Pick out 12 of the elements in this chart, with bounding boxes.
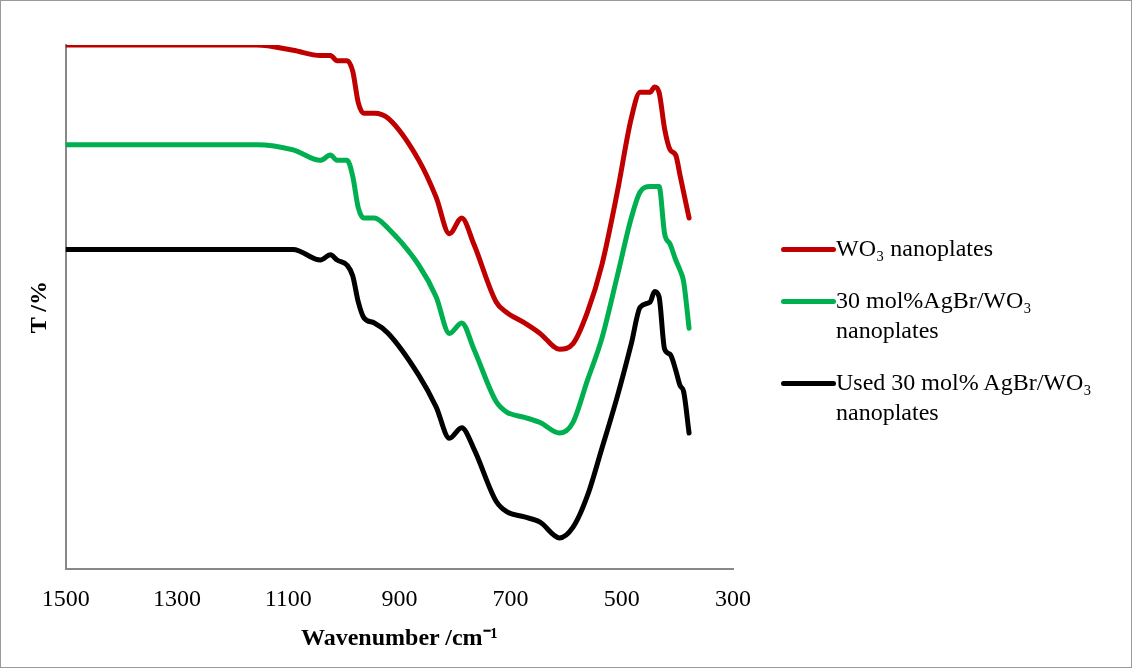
x-tick-label: 1100 — [264, 585, 312, 612]
legend-label: 30 mol%AgBr/WO₃ nanoplates — [836, 286, 1033, 345]
x-tick-label: 900 — [381, 585, 418, 612]
x-tick-label: 300 — [715, 585, 751, 612]
legend-label: Used 30 mol% AgBr/WO₃ nanoplates — [836, 368, 1093, 427]
legend-label: WO₃ nanoplates — [836, 234, 993, 263]
x-tick-label: 1300 — [153, 585, 201, 612]
x-tick-label: 700 — [492, 585, 529, 612]
y-axis-title: T /% — [24, 281, 51, 334]
x-tick-label: 1500 — [41, 585, 90, 612]
x-tick-label: 500 — [603, 585, 640, 612]
x-axis-title: Wavenumber /cm⁻¹ — [301, 623, 498, 650]
